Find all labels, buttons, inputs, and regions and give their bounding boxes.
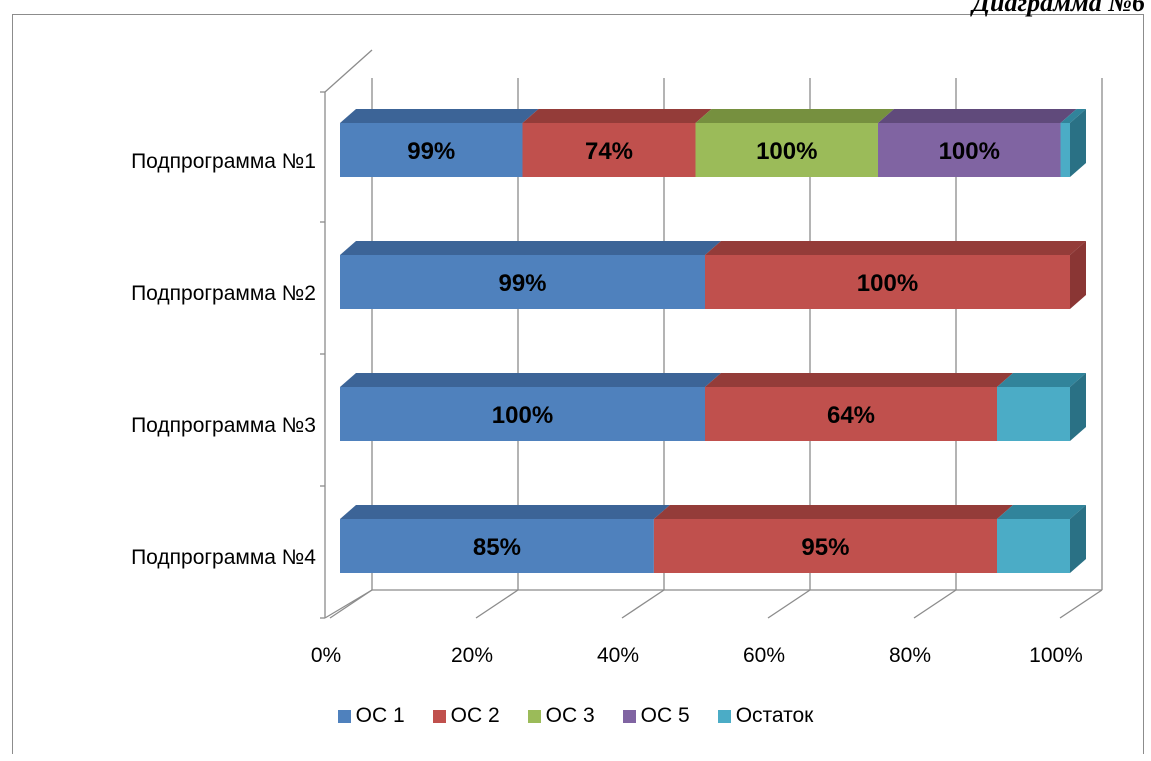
- floor-gridline: [475, 589, 519, 619]
- bar-segment: [340, 519, 654, 573]
- bar-segment: [705, 255, 1070, 309]
- chart-legend: ОС 1 ОС 2 ОС 3 ОС 5 Остаток: [0, 704, 1151, 728]
- bar-top-face: [1060, 109, 1086, 123]
- category-label: Подпрограмма №4: [131, 546, 316, 569]
- legend-item: ОС 5: [622, 704, 690, 728]
- bar-top-face: [878, 109, 1077, 123]
- data-label: 99%: [498, 270, 546, 297]
- bar-side-face: [1070, 373, 1086, 441]
- bar-top-face: [997, 373, 1086, 387]
- floor-edge: [324, 589, 373, 619]
- legend-item: ОС 3: [527, 704, 595, 728]
- legend-label: ОС 1: [355, 704, 405, 727]
- x-tick-label: 80%: [889, 644, 931, 667]
- category-label: Подпрограмма №3: [131, 414, 316, 437]
- bar-segment: [653, 519, 997, 573]
- bar-top-face: [695, 109, 895, 123]
- bar-top-face: [340, 373, 721, 387]
- bar-side-face: [1070, 109, 1086, 177]
- bar-top-face: [340, 109, 539, 123]
- data-label: 85%: [473, 534, 521, 561]
- x-tick-label: 0%: [311, 644, 341, 667]
- bar-segment: [878, 123, 1061, 177]
- category-label: Подпрограмма №1: [131, 150, 316, 173]
- floor-gridline: [913, 589, 957, 619]
- x-tick-label: 60%: [743, 644, 785, 667]
- category-label: Подпрограмма №2: [131, 282, 316, 305]
- stacked-bar-chart: 0% 20% 40% 60% 80% 100% Подпрограмма №1 Подпрог…: [131, 49, 1103, 667]
- bar-segment: [695, 123, 879, 177]
- bar-top-face: [340, 241, 721, 255]
- data-label: 100%: [939, 138, 1000, 165]
- bar-segment: [340, 387, 705, 441]
- chart-caption: Диаграмма №6: [972, 0, 1145, 17]
- legend-swatch: [622, 709, 636, 723]
- bar-segment: [340, 255, 705, 309]
- data-label: 99%: [407, 138, 455, 165]
- floor-gridline: [621, 589, 665, 619]
- x-tick-label: 100%: [1029, 644, 1083, 667]
- data-label: 100%: [857, 270, 918, 297]
- x-tick-label: 40%: [597, 644, 639, 667]
- wall-edge: [324, 49, 373, 93]
- bar-top-face: [997, 505, 1086, 519]
- bar-segment: [1060, 123, 1070, 177]
- bar-segment: [997, 387, 1070, 441]
- data-label: 64%: [827, 402, 875, 429]
- legend-swatch: [717, 709, 731, 723]
- legend-swatch: [527, 709, 541, 723]
- legend-label: Остаток: [735, 704, 814, 727]
- floor-gridline: [767, 589, 811, 619]
- bar-top-face: [653, 505, 1013, 519]
- data-label: 100%: [756, 138, 817, 165]
- data-label: 74%: [585, 138, 633, 165]
- x-tick-label: 20%: [451, 644, 493, 667]
- floor-gridline: [1059, 589, 1103, 619]
- bar-side-face: [1070, 241, 1086, 309]
- bar-segment: [705, 387, 997, 441]
- bar-top-face: [705, 373, 1013, 387]
- bar-side-face: [1070, 505, 1086, 573]
- data-label: 100%: [492, 402, 553, 429]
- data-label: 95%: [801, 534, 849, 561]
- legend-item: ОС 2: [432, 704, 500, 728]
- bar-segment: [522, 123, 696, 177]
- bar-top-face: [340, 505, 670, 519]
- legend-label: ОС 5: [640, 704, 690, 727]
- bar-segment: [340, 123, 523, 177]
- bar-segment: [997, 519, 1070, 573]
- legend-label: ОС 3: [545, 704, 595, 727]
- legend-label: ОС 2: [450, 704, 500, 727]
- bar-top-face: [522, 109, 712, 123]
- legend-item: Остаток: [717, 704, 814, 728]
- legend-swatch: [432, 709, 446, 723]
- bar-top-face: [705, 241, 1086, 255]
- legend-item: ОС 1: [337, 704, 405, 728]
- legend-swatch: [337, 709, 351, 723]
